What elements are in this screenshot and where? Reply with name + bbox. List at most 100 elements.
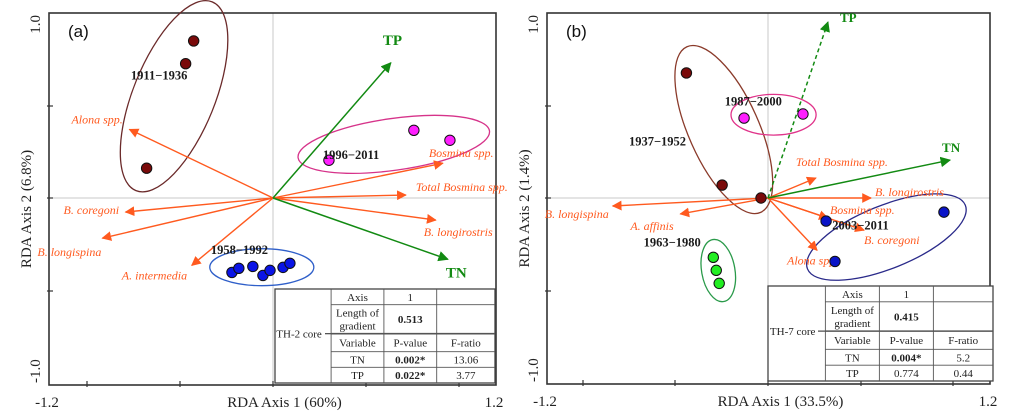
sample-point-2-2 — [713, 277, 725, 290]
sample-point-2-4 — [264, 264, 276, 277]
species-label-2: Bosmina spp. — [830, 203, 895, 217]
group-ellipse-0 — [119, 0, 229, 193]
env-arrow-tp — [767, 21, 830, 199]
env-arrow-tn — [272, 197, 449, 262]
y-axis-title: RDA Axis 2 (1.4%) — [517, 149, 533, 267]
sample-point-0-1 — [716, 179, 728, 191]
species-arrow-2 — [272, 190, 407, 201]
sample-point-1-2 — [444, 134, 456, 146]
x-tick-label-min: -1.2 — [35, 395, 59, 411]
sample-point-0-0 — [680, 67, 693, 79]
panel-a: -1.2 1.2 1.0 -1.0 RDA Axis 1 (60%) RDA Axis 2… — [19, 0, 508, 411]
stats-table-cell: 13.06 — [453, 355, 478, 367]
sample-point-2-1 — [710, 264, 722, 277]
sample-point-3-1 — [829, 255, 841, 268]
env-label-tn: TN — [942, 140, 961, 155]
sample-point-3-2 — [938, 206, 950, 218]
panel-label: (a) — [68, 22, 89, 41]
sample-point-0-1 — [179, 57, 192, 70]
stats-table-cell: P-value — [393, 338, 427, 350]
stats-table-cell: TP — [846, 368, 859, 380]
y-tick-label-max: 1.0 — [28, 15, 44, 34]
stats-table-cell: 0.415 — [894, 311, 919, 323]
stats-table-cell: P-value — [890, 335, 924, 347]
species-label-3: B. longirostris — [424, 225, 493, 239]
stats-table-core-label: TH-7 core — [770, 326, 816, 338]
env-arrow-tp — [272, 61, 392, 199]
stats-table-cell: F-ratio — [948, 335, 978, 347]
y-tick-label-min: -1.0 — [526, 358, 542, 382]
species-label-3: B. coregoni — [864, 233, 920, 247]
stats-table-cell: F-ratio — [451, 338, 481, 350]
stats-table-cell: 1 — [408, 292, 414, 304]
species-arrow-4 — [124, 197, 274, 217]
group-ellipse-1 — [297, 114, 491, 174]
stats-table-cell: TN — [350, 355, 365, 367]
x-tick-label-max: 1.2 — [979, 394, 998, 410]
species-arrow-5 — [611, 197, 769, 211]
species-label-6: A. intermedia — [121, 268, 187, 282]
group-ellipse-2 — [700, 238, 737, 303]
stats-table-cell: 0.774 — [894, 368, 919, 380]
sample-point-0-2 — [140, 162, 153, 174]
env-label-tp: TP — [383, 33, 402, 49]
species-arrow-6 — [191, 197, 274, 266]
x-axis-title: RDA Axis 1 (60%) — [227, 395, 342, 411]
env-arrow-tn — [767, 156, 952, 199]
species-arrow-4 — [767, 197, 818, 251]
stats-table-cell: 5.2 — [956, 352, 970, 364]
species-label-4: Alona spp. — [786, 253, 838, 267]
species-label-5: B. longispina — [545, 207, 609, 221]
group-ellipse-0 — [674, 44, 774, 215]
x-axis-title: RDA Axis 1 (33.5%) — [718, 394, 844, 410]
species-label-0: Alona spp. — [70, 112, 122, 126]
stats-table-cell: Length of — [831, 305, 874, 317]
panel-label: (b) — [566, 22, 587, 41]
species-arrow-3 — [272, 197, 437, 224]
y-axis-title: RDA Axis 2 (6.8%) — [19, 150, 35, 268]
sample-point-1-0 — [323, 154, 335, 166]
sample-point-2-1 — [233, 262, 245, 275]
sample-point-2-6 — [284, 257, 296, 269]
group-label-1: 1987−2000 — [725, 95, 782, 109]
stats-table-cell: 0.513 — [398, 314, 423, 326]
group-label-2: 1958−1992 — [211, 243, 268, 257]
group-ellipse-1 — [730, 93, 817, 136]
stats-table-cell: gradient — [339, 321, 375, 333]
species-arrow-0 — [767, 176, 817, 199]
sample-point-1-1 — [797, 108, 809, 120]
species-label-2: Total Bosmina spp. — [416, 180, 508, 194]
species-arrow-3 — [767, 197, 865, 233]
sample-point-3-0 — [820, 215, 832, 227]
stats-table-cell: 0.002* — [395, 355, 426, 367]
y-tick-label-min: -1.0 — [28, 359, 44, 383]
species-arrow-6 — [679, 197, 769, 218]
group-ellipse-3 — [805, 193, 967, 281]
sample-point-1-0 — [738, 112, 750, 124]
stats-table-cell: Axis — [347, 292, 368, 304]
x-tick-label-min: -1.2 — [533, 394, 557, 410]
panel-b: -1.2 1.2 1.0 -1.0 RDA Axis 1 (33.5%) RDA Axis… — [517, 10, 997, 410]
sample-point-0-2 — [755, 192, 767, 204]
y-tick-label-max: 1.0 — [526, 15, 542, 34]
group-label-3: 2003−2011 — [832, 219, 888, 233]
sample-point-2-0 — [707, 251, 720, 264]
env-label-tn: TN — [446, 265, 467, 281]
group-label-1: 1996−2011 — [323, 148, 379, 162]
species-label-5: B. longispina — [37, 245, 101, 259]
stats-table-cell: Length of — [336, 308, 379, 320]
x-tick-label-max: 1.2 — [485, 395, 504, 411]
env-label-tp: TP — [840, 10, 857, 25]
species-label-1: B. longirostris — [875, 185, 944, 199]
species-arrow-0 — [128, 128, 274, 199]
species-arrow-1 — [272, 160, 444, 199]
species-label-1: Bosmina spp. — [429, 146, 494, 160]
stats-table-cell: Variable — [339, 338, 376, 350]
species-arrow-5 — [101, 197, 274, 241]
stats-table-cell: TP — [351, 370, 364, 382]
stats-table-cell: 0.004* — [891, 352, 922, 364]
sample-point-0-0 — [187, 35, 200, 47]
group-label-2: 1963−1980 — [644, 235, 701, 249]
